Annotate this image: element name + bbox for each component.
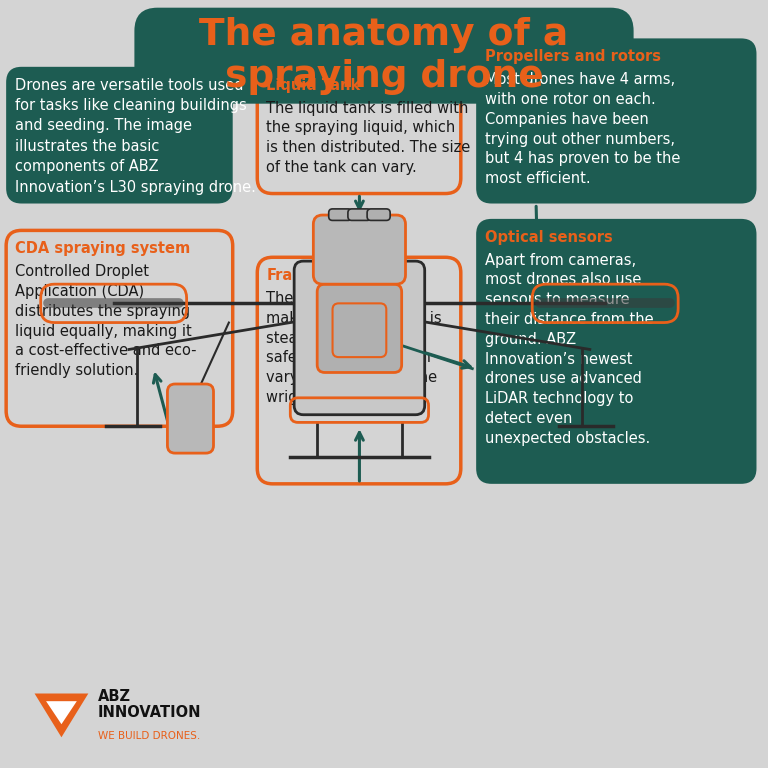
Text: The liquid tank is filled with
the spraying liquid, which
is then distributed. T: The liquid tank is filled with the spray… <box>266 101 471 175</box>
FancyBboxPatch shape <box>348 209 371 220</box>
Text: WE BUILD DRONES.: WE BUILD DRONES. <box>98 731 200 741</box>
FancyBboxPatch shape <box>476 219 756 484</box>
FancyBboxPatch shape <box>257 257 461 484</box>
Text: The drone’s frame
makes sure taking off is
steady and landing is
safe. The size : The drone’s frame makes sure taking off … <box>266 291 442 405</box>
Text: Liquid Tank: Liquid Tank <box>266 78 361 93</box>
Text: Frame: Frame <box>266 268 318 283</box>
Text: Drones are versatile tools used
for tasks like cleaning buildings
and seeding. T: Drones are versatile tools used for task… <box>15 78 257 194</box>
FancyBboxPatch shape <box>6 230 233 426</box>
Text: ABZ
INNOVATION: ABZ INNOVATION <box>98 689 201 720</box>
Text: Optical sensors: Optical sensors <box>485 230 613 245</box>
FancyBboxPatch shape <box>6 67 233 204</box>
FancyBboxPatch shape <box>167 384 214 453</box>
FancyBboxPatch shape <box>329 209 352 220</box>
FancyBboxPatch shape <box>134 8 634 104</box>
Text: Apart from cameras,
most drones also use
sensors to measure
their distance from : Apart from cameras, most drones also use… <box>485 253 654 446</box>
FancyBboxPatch shape <box>313 215 406 284</box>
FancyBboxPatch shape <box>367 209 390 220</box>
Text: Controlled Droplet
Application (CDA)
distributes the spraying
liquid equally, ma: Controlled Droplet Application (CDA) dis… <box>15 264 197 378</box>
FancyBboxPatch shape <box>317 284 402 372</box>
Text: Propellers and rotors: Propellers and rotors <box>485 49 661 65</box>
Text: CDA spraying system: CDA spraying system <box>15 241 190 257</box>
Text: spraying drone: spraying drone <box>224 59 544 94</box>
FancyBboxPatch shape <box>294 261 425 415</box>
Text: Most drones have 4 arms,
with one rotor on each.
Companies have been
trying out : Most drones have 4 arms, with one rotor … <box>485 72 680 186</box>
Text: The anatomy of a: The anatomy of a <box>200 17 568 52</box>
FancyBboxPatch shape <box>476 38 756 204</box>
FancyBboxPatch shape <box>257 67 461 194</box>
Polygon shape <box>35 694 88 737</box>
Polygon shape <box>46 701 77 724</box>
